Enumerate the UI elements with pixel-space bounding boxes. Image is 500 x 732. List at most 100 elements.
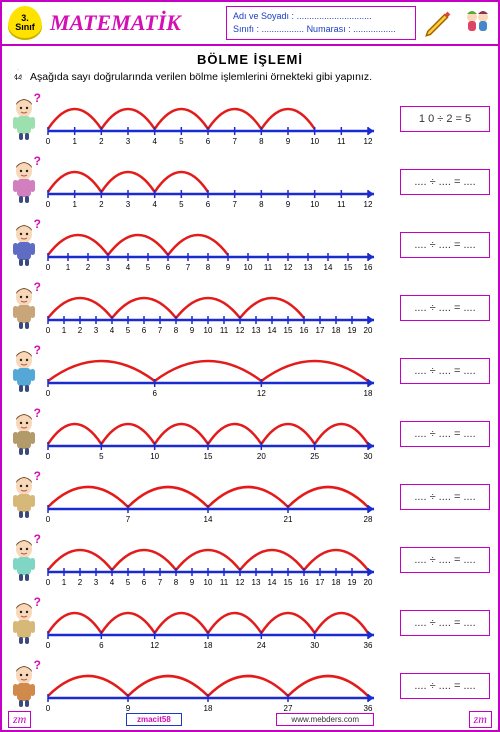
- number-line: 061218: [42, 343, 396, 399]
- svg-text:15: 15: [284, 326, 293, 335]
- svg-text:11: 11: [264, 263, 273, 272]
- answer-box: .... ÷ .... = ....: [400, 610, 490, 636]
- svg-text:12: 12: [236, 326, 245, 335]
- svg-text:12: 12: [284, 263, 293, 272]
- svg-text:16: 16: [364, 263, 373, 272]
- svg-text:9: 9: [190, 578, 195, 587]
- problem-row: ? 061218 .... ÷ .... = ....: [10, 341, 490, 401]
- svg-text:9: 9: [226, 263, 231, 272]
- number-line: 0123456789101112: [42, 91, 396, 147]
- svg-text:1: 1: [72, 137, 77, 146]
- svg-text:10: 10: [204, 578, 213, 587]
- subject-title: MATEMATİK: [50, 10, 181, 36]
- svg-text:14: 14: [204, 515, 213, 524]
- svg-text:8: 8: [206, 263, 211, 272]
- answer-box: .... ÷ .... = ....: [400, 232, 490, 258]
- svg-text:11: 11: [220, 578, 229, 587]
- student-icon: ?: [10, 601, 38, 645]
- svg-text:1: 1: [66, 263, 71, 272]
- student-icon: ?: [10, 97, 38, 141]
- name-dots: ..............................: [297, 11, 372, 21]
- svg-text:3: 3: [94, 326, 99, 335]
- svg-text:17: 17: [316, 578, 325, 587]
- problem-row: ? 061218243036 .... ÷ .... = ....: [10, 593, 490, 653]
- question-mark-icon: ?: [34, 343, 41, 357]
- question-mark-icon: ?: [34, 658, 41, 672]
- svg-text:36: 36: [364, 641, 373, 650]
- svg-text:4: 4: [126, 263, 131, 272]
- svg-text:6: 6: [99, 641, 104, 650]
- student-icon: ?: [10, 349, 38, 393]
- problem-row: ? 01234567891011121314151617181920 .... …: [10, 278, 490, 338]
- svg-text:15: 15: [344, 263, 353, 272]
- svg-text:7: 7: [158, 326, 163, 335]
- svg-text:20: 20: [364, 578, 373, 587]
- star-icon: 44: [10, 69, 26, 85]
- svg-text:2: 2: [99, 200, 104, 209]
- svg-text:0: 0: [46, 578, 51, 587]
- svg-text:12: 12: [364, 137, 373, 146]
- svg-text:4: 4: [110, 326, 115, 335]
- svg-text:7: 7: [232, 200, 237, 209]
- svg-text:8: 8: [259, 200, 264, 209]
- svg-text:12: 12: [364, 200, 373, 209]
- grade-badge: 3. Sınıf: [8, 6, 42, 40]
- svg-text:7: 7: [126, 515, 131, 524]
- student-icon: ?: [10, 286, 38, 330]
- question-mark-icon: ?: [34, 154, 41, 168]
- answer-box: .... ÷ .... = ....: [400, 421, 490, 447]
- number-line: 051015202530: [42, 406, 396, 462]
- question-mark-icon: ?: [34, 91, 41, 105]
- svg-text:13: 13: [252, 326, 261, 335]
- answer-box: .... ÷ .... = ....: [400, 673, 490, 699]
- svg-text:10: 10: [244, 263, 253, 272]
- svg-text:11: 11: [337, 200, 346, 209]
- svg-text:5: 5: [99, 452, 104, 461]
- svg-text:14: 14: [268, 326, 277, 335]
- number-line: 0123456789101112: [42, 154, 396, 210]
- number-line: 061218243036: [42, 595, 396, 651]
- answer-box: .... ÷ .... = ....: [400, 547, 490, 573]
- svg-text:8: 8: [259, 137, 264, 146]
- svg-text:15: 15: [204, 452, 213, 461]
- number-line: 01234567891011121314151617181920: [42, 280, 396, 336]
- svg-text:8: 8: [174, 326, 179, 335]
- svg-text:0: 0: [46, 389, 51, 398]
- svg-text:24: 24: [257, 641, 266, 650]
- problem-row: ? 0123456789101112 1 0 ÷ 2 = 5: [10, 89, 490, 149]
- svg-text:10: 10: [204, 326, 213, 335]
- author-box: zmacit58: [126, 713, 182, 726]
- svg-text:12: 12: [257, 389, 266, 398]
- svg-text:12: 12: [150, 641, 159, 650]
- svg-text:10: 10: [310, 200, 319, 209]
- svg-text:4: 4: [110, 578, 115, 587]
- svg-text:30: 30: [310, 641, 319, 650]
- answer-box: .... ÷ .... = ....: [400, 169, 490, 195]
- logo-left: zm: [8, 711, 31, 728]
- svg-text:5: 5: [146, 263, 151, 272]
- svg-text:11: 11: [337, 137, 346, 146]
- problems-container: ? 0123456789101112 1 0 ÷ 2 = 5 ? 0123456…: [10, 89, 490, 716]
- instruction-row: 44 Aşağıda sayı doğrularında verilen böl…: [10, 69, 490, 85]
- problem-row: ? 0123456789101112 .... ÷ .... = ....: [10, 152, 490, 212]
- svg-text:7: 7: [232, 137, 237, 146]
- student-icon: ?: [10, 223, 38, 267]
- svg-text:18: 18: [332, 578, 341, 587]
- answer-box: .... ÷ .... = ....: [400, 484, 490, 510]
- svg-text:11: 11: [220, 326, 229, 335]
- svg-text:14: 14: [324, 263, 333, 272]
- instruction-text: Aşağıda sayı doğrularında verilen bölme …: [30, 71, 372, 83]
- number-line: 01234567891011121314151617181920: [42, 532, 396, 588]
- svg-text:4: 4: [152, 137, 157, 146]
- question-mark-icon: ?: [34, 406, 41, 420]
- svg-text:3: 3: [94, 578, 99, 587]
- svg-text:20: 20: [364, 326, 373, 335]
- pencil-icon: [422, 6, 456, 40]
- svg-text:6: 6: [166, 263, 171, 272]
- problem-row: ? 09182736 .... ÷ .... = ....: [10, 656, 490, 716]
- svg-text:10: 10: [310, 137, 319, 146]
- question-mark-icon: ?: [34, 280, 41, 294]
- svg-text:28: 28: [364, 515, 373, 524]
- website-box: www.mebders.com: [276, 713, 374, 726]
- section-title: BÖLME İŞLEMİ: [10, 52, 490, 67]
